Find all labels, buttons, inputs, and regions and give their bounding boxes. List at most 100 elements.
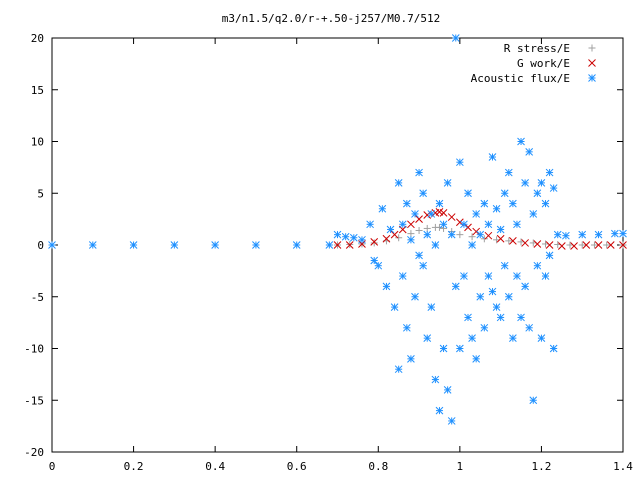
x-tick-label: 0.4 <box>205 460 225 473</box>
data-point <box>549 184 558 192</box>
data-point <box>517 137 525 146</box>
data-point <box>472 227 481 236</box>
x-tick-label: 0 <box>49 460 56 473</box>
data-point <box>407 235 415 244</box>
data-point <box>427 303 436 311</box>
data-point <box>603 241 611 249</box>
data-point <box>496 313 505 322</box>
data-point <box>529 210 538 218</box>
data-point <box>431 241 440 249</box>
data-marks <box>48 34 627 425</box>
data-point <box>456 158 464 167</box>
data-point <box>525 323 534 332</box>
series-2 <box>48 34 627 425</box>
data-point <box>476 292 485 301</box>
data-point <box>398 272 407 280</box>
y-tick-label: 20 <box>31 32 44 45</box>
data-point <box>407 230 415 238</box>
data-point <box>545 241 554 249</box>
data-point <box>419 261 428 270</box>
data-point <box>549 344 558 353</box>
data-point <box>533 261 542 270</box>
data-point <box>468 233 476 241</box>
data-point <box>211 241 219 249</box>
y-tick-label: 5 <box>37 187 44 200</box>
data-point <box>542 240 550 248</box>
data-point <box>468 334 476 343</box>
data-point <box>504 168 513 177</box>
data-point <box>484 220 493 229</box>
data-point <box>411 292 419 301</box>
data-point <box>619 241 627 249</box>
data-point <box>456 344 464 353</box>
data-point <box>435 199 444 208</box>
data-point <box>521 179 529 187</box>
data-point <box>480 199 489 208</box>
data-point <box>480 323 489 332</box>
data-point <box>370 238 379 246</box>
data-point <box>480 235 488 243</box>
data-point <box>443 179 452 187</box>
data-point <box>443 386 452 394</box>
data-point <box>492 303 501 311</box>
data-point <box>578 241 586 249</box>
y-tick-label: 0 <box>37 239 44 252</box>
chart-title: m3/n1.5/q2.0/r-+.50-j257/M0.7/512 <box>222 12 441 25</box>
data-point <box>517 313 525 322</box>
data-point <box>517 238 525 246</box>
legend-marker <box>588 44 596 52</box>
data-point <box>492 204 501 213</box>
data-point <box>349 233 358 242</box>
data-point <box>533 240 542 248</box>
data-point <box>292 241 301 249</box>
data-point <box>460 272 468 280</box>
data-point <box>415 215 423 223</box>
x-tick-label: 0.8 <box>368 460 388 473</box>
data-point <box>427 210 436 218</box>
data-point <box>521 282 529 291</box>
data-point <box>570 242 578 250</box>
data-point <box>366 220 374 229</box>
data-point <box>382 234 391 243</box>
data-point <box>619 229 627 238</box>
data-point <box>545 251 554 260</box>
data-point <box>341 232 350 241</box>
y-tick-label: -15 <box>24 394 44 407</box>
x-tick-label: 0.6 <box>287 460 307 473</box>
data-point <box>562 231 570 240</box>
data-point <box>129 241 138 249</box>
legend-label: R stress/E <box>504 42 570 55</box>
data-point <box>509 334 517 343</box>
data-point <box>382 282 391 291</box>
data-point <box>370 239 378 247</box>
data-point <box>513 220 521 229</box>
data-point <box>48 241 56 249</box>
legend-label: Acoustic flux/E <box>471 72 570 85</box>
data-point <box>439 209 448 217</box>
data-point <box>407 220 415 229</box>
data-point <box>500 261 509 270</box>
data-point <box>398 220 407 229</box>
data-point <box>500 189 509 198</box>
data-point <box>431 375 440 384</box>
data-point <box>447 417 456 425</box>
data-point <box>525 147 534 156</box>
data-point <box>557 242 566 250</box>
x-tick-label: 1.4 <box>613 460 633 473</box>
data-point <box>472 210 481 218</box>
data-point <box>447 230 456 239</box>
data-point <box>488 287 497 296</box>
data-point <box>423 230 432 239</box>
data-point <box>333 230 342 239</box>
data-point <box>451 282 460 291</box>
data-point <box>606 241 615 249</box>
data-point <box>472 354 481 363</box>
axis-ticks: 0 0.2 0.4 0.6 0.8 1 1.2 1.4 20 15 10 5 0 -5 -10 -15 -20 <box>24 32 633 473</box>
data-point <box>594 241 603 249</box>
data-point <box>537 334 546 343</box>
data-point <box>610 229 619 238</box>
data-point <box>395 234 403 242</box>
data-point <box>451 34 460 42</box>
